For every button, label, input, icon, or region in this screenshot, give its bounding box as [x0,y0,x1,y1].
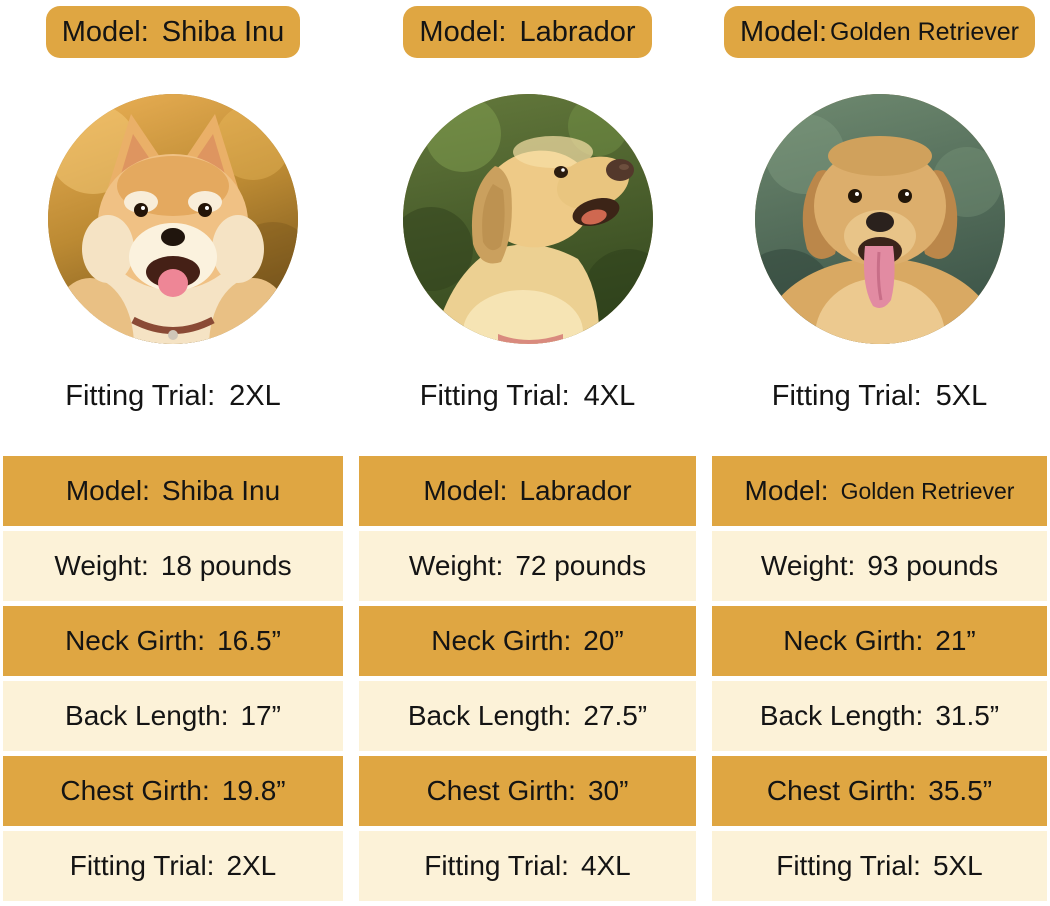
table-row-model: Model: Labrador [359,456,696,526]
row-label: Fitting Trial: [69,850,215,881]
fitting-trial-caption: Fitting Trial: 5XL [772,378,987,414]
table-row-neck-girth: Neck Girth: 16.5” [3,606,343,676]
row-label: Neck Girth: [65,625,206,656]
row-label: Neck Girth: [431,625,572,656]
row-value: 20” [583,625,624,656]
model-header-pill: Model: Labrador [403,6,652,58]
table-row-chest-girth: Chest Girth: 30” [359,756,696,826]
row-value: Shiba Inu [161,475,281,506]
row-label: Fitting Trial: [776,850,921,881]
row-label: Model: [65,475,150,506]
table-row-fitting-trial: Fitting Trial: 2XL [3,831,343,901]
table-row-weight: Weight: 72 pounds [359,531,696,601]
row-value: 18 pounds [160,550,292,581]
golden-retriever-photo [754,94,1005,344]
labrador-photo [402,94,653,344]
fitting-trial-caption-label: Fitting Trial: [771,379,922,412]
shiba-inu-photo [48,94,298,344]
golden-retriever-illustration [754,94,1005,344]
row-value: 2XL [226,850,277,881]
row-value: 31.5” [935,700,1000,731]
row-value: 35.5” [928,775,993,806]
row-label: Weight: [408,550,504,581]
row-label: Neck Girth: [783,625,924,656]
model-header-value: Shiba Inu [161,15,285,48]
fitting-trial-caption-label: Fitting Trial: [419,379,570,412]
table-row-model: Model: Shiba Inu [3,456,343,526]
row-value: 30” [587,775,629,806]
row-value: 4XL [580,850,631,881]
table-row-chest-girth: Chest Girth: 35.5” [712,756,1047,826]
model-header-label: Model: [419,15,507,48]
column-golden-retriever: Model: Golden Retriever [712,0,1047,901]
row-value: Labrador [519,475,632,506]
row-label: Back Length: [407,700,572,731]
table-row-model: Model: Golden Retriever [712,456,1047,526]
spec-table-golden-retriever: Model: Golden Retriever Weight: 93 pound… [712,456,1047,901]
shiba-inu-illustration [48,94,298,344]
row-label: Back Length: [65,700,229,731]
model-header-value: Labrador [519,15,636,48]
row-value: 21” [935,625,976,656]
row-value: 17” [240,700,281,731]
fitting-trial-caption-label: Fitting Trial: [65,379,216,412]
table-row-neck-girth: Neck Girth: 20” [359,606,696,676]
row-value: 72 pounds [515,550,647,581]
table-row-weight: Weight: 18 pounds [3,531,343,601]
fitting-trial-caption-value: 5XL [935,379,988,412]
row-label: Fitting Trial: [424,850,569,881]
model-header-label: Model: [61,15,149,48]
table-row-fitting-trial: Fitting Trial: 5XL [712,831,1047,901]
row-value: 19.8” [221,775,286,806]
row-value: 93 pounds [867,550,999,581]
column-shiba-inu: Model: Shiba Inu [3,0,343,901]
column-labrador: Model: Labrador [359,0,696,901]
row-value: Golden Retriever [840,477,1015,504]
fitting-trial-caption: Fitting Trial: 2XL [65,378,280,414]
spec-table-shiba-inu: Model: Shiba Inu Weight: 18 pounds Neck … [3,456,343,901]
model-header-label: Model: [739,15,828,48]
table-row-back-length: Back Length: 31.5” [712,681,1047,751]
row-value: 5XL [932,850,983,881]
row-label: Chest Girth: [60,775,210,806]
row-value: 16.5” [217,625,281,656]
row-label: Model: [744,475,829,506]
table-row-neck-girth: Neck Girth: 21” [712,606,1047,676]
table-row-back-length: Back Length: 17” [3,681,343,751]
model-header-pill: Model: Shiba Inu [45,6,301,58]
table-row-chest-girth: Chest Girth: 19.8” [3,756,343,826]
table-row-weight: Weight: 93 pounds [712,531,1047,601]
table-row-back-length: Back Length: 27.5” [359,681,696,751]
row-value: 27.5” [583,700,648,731]
labrador-illustration [402,94,653,344]
model-header-pill: Model: Golden Retriever [723,6,1036,58]
model-header-value: Golden Retriever [830,17,1020,46]
fitting-trial-caption-value: 4XL [583,379,636,412]
row-label: Model: [423,475,508,506]
fitting-trial-caption: Fitting Trial: 4XL [420,378,635,414]
fitting-trial-caption-value: 2XL [229,379,281,412]
spec-table-labrador: Model: Labrador Weight: 72 pounds Neck G… [359,456,696,901]
row-label: Chest Girth: [766,775,917,806]
table-row-fitting-trial: Fitting Trial: 4XL [359,831,696,901]
row-label: Back Length: [759,700,924,731]
row-label: Chest Girth: [426,775,576,806]
row-label: Weight: [760,550,856,581]
row-label: Weight: [54,550,149,581]
